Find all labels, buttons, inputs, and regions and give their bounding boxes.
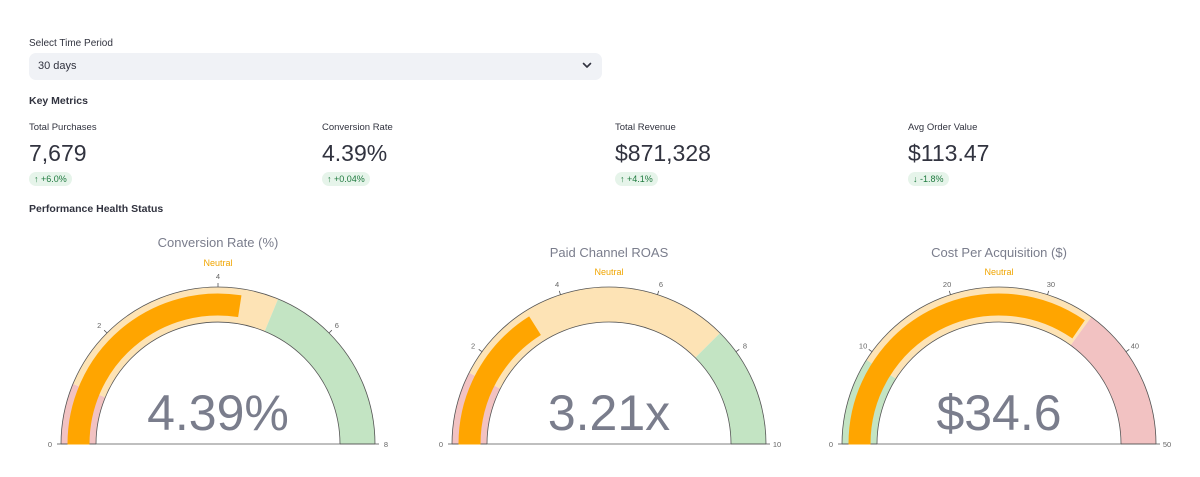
gauge-tick-label: 30 bbox=[1047, 280, 1055, 289]
gauge-outline bbox=[95, 321, 341, 445]
gauge-title: Conversion Rate (%) bbox=[158, 235, 279, 250]
gauge-tick-label: 0 bbox=[48, 440, 52, 449]
gauge-band bbox=[1070, 316, 1156, 444]
gauge-tick-label: 8 bbox=[384, 440, 388, 449]
arrow-up-icon: ↑ bbox=[34, 174, 39, 184]
gauge-value-bar bbox=[67, 293, 242, 445]
gauge-tick-label: 40 bbox=[1131, 341, 1139, 350]
gauge-value: $34.6 bbox=[936, 385, 1061, 441]
gauge-outline bbox=[451, 286, 767, 445]
gauge-tick-label: 0 bbox=[439, 440, 443, 449]
gauge-band bbox=[452, 372, 501, 444]
metric-delta: ↑ +4.1% bbox=[615, 172, 658, 186]
metric-delta: ↑ +0.04% bbox=[322, 172, 370, 186]
metric-avg-order-value: Avg Order Value $113.47 ↓ -1.8% bbox=[908, 122, 1168, 188]
gauge-band bbox=[61, 383, 106, 444]
metric-label: Total Revenue bbox=[615, 122, 676, 133]
metric-value: $871,328 bbox=[615, 140, 711, 166]
metric-value: $113.47 bbox=[908, 140, 990, 166]
arrow-up-icon: ↑ bbox=[327, 174, 332, 184]
metric-label: Avg Order Value bbox=[908, 122, 978, 133]
gauge-tick-label: 2 bbox=[97, 321, 101, 330]
gauge-tick bbox=[103, 329, 108, 334]
gauge-band bbox=[842, 359, 896, 444]
metric-label: Total Purchases bbox=[29, 122, 97, 133]
gauge-tick-label: 10 bbox=[859, 341, 867, 350]
gauge-tick-label: 50 bbox=[1163, 440, 1171, 449]
metric-delta: ↑ +6.0% bbox=[29, 172, 72, 186]
gauge-tick-label: 6 bbox=[335, 321, 339, 330]
gauge-tick-label: 4 bbox=[216, 272, 220, 281]
metric-total-purchases: Total Purchases 7,679 ↑ +6.0% bbox=[29, 122, 289, 188]
gauge-tick-label: 6 bbox=[659, 280, 663, 289]
gauge-title: Cost Per Acquisition ($) bbox=[931, 245, 1067, 260]
time-period-select[interactable]: 30 days bbox=[29, 53, 602, 80]
metric-value: 7,679 bbox=[29, 140, 87, 166]
gauge-tick bbox=[657, 290, 660, 295]
gauge-tick bbox=[868, 349, 873, 353]
gauge-status: Neutral bbox=[203, 258, 232, 268]
gauge-tick bbox=[1047, 290, 1050, 295]
gauge-tick bbox=[478, 349, 483, 353]
time-period-label: Select Time Period bbox=[29, 38, 113, 49]
gauge-title: Paid Channel ROAS bbox=[550, 245, 669, 260]
chevron-down-icon bbox=[582, 62, 592, 68]
metric-total-revenue: Total Revenue $871,328 ↑ +4.1% bbox=[615, 122, 875, 188]
gauge-outline bbox=[841, 286, 1157, 445]
gauge-band bbox=[866, 287, 1092, 379]
performance-health-title: Performance Health Status bbox=[29, 203, 164, 215]
gauge-band bbox=[695, 332, 766, 444]
key-metrics-title: Key Metrics bbox=[29, 95, 88, 107]
gauge-outline bbox=[486, 321, 732, 445]
gauge-tick-label: 10 bbox=[773, 440, 781, 449]
time-period-selected-value: 30 days bbox=[38, 60, 77, 72]
gauge-tick-label: 4 bbox=[555, 280, 559, 289]
gauge-tick bbox=[328, 329, 333, 334]
gauge-band bbox=[72, 287, 279, 398]
arrow-down-icon: ↓ bbox=[913, 174, 918, 184]
gauge-tick-label: 8 bbox=[743, 341, 747, 350]
metric-conversion-rate: Conversion Rate 4.39% ↑ +0.04% bbox=[322, 122, 582, 188]
gauge-tick bbox=[735, 349, 740, 353]
gauge-tick-label: 20 bbox=[943, 280, 951, 289]
gauge-band bbox=[264, 298, 375, 444]
gauge-status: Neutral bbox=[984, 267, 1013, 277]
gauge-status: Neutral bbox=[594, 267, 623, 277]
gauge-outline bbox=[60, 286, 376, 445]
gauge-value: 4.39% bbox=[147, 385, 289, 441]
gauge-value-bar bbox=[848, 293, 1085, 445]
metric-delta-value: +4.1% bbox=[627, 174, 653, 184]
metric-value: 4.39% bbox=[322, 140, 388, 166]
metric-delta-value: -1.8% bbox=[920, 174, 944, 184]
metric-delta: ↓ -1.8% bbox=[908, 172, 949, 186]
metric-label: Conversion Rate bbox=[322, 122, 393, 133]
arrow-up-icon: ↑ bbox=[620, 174, 625, 184]
gauge-tick-label: 0 bbox=[829, 440, 833, 449]
metric-delta-value: +6.0% bbox=[41, 174, 67, 184]
gauge-tick bbox=[1125, 349, 1130, 353]
gauge-value: 3.21x bbox=[548, 385, 670, 441]
gauge-value-bar bbox=[458, 316, 541, 445]
gauge-outline bbox=[876, 321, 1122, 445]
gauge-band bbox=[469, 287, 721, 389]
gauge-tick bbox=[948, 290, 951, 295]
gauge-tick-label: 2 bbox=[471, 341, 475, 350]
metric-delta-value: +0.04% bbox=[334, 174, 365, 184]
gauge-tick bbox=[558, 290, 561, 295]
